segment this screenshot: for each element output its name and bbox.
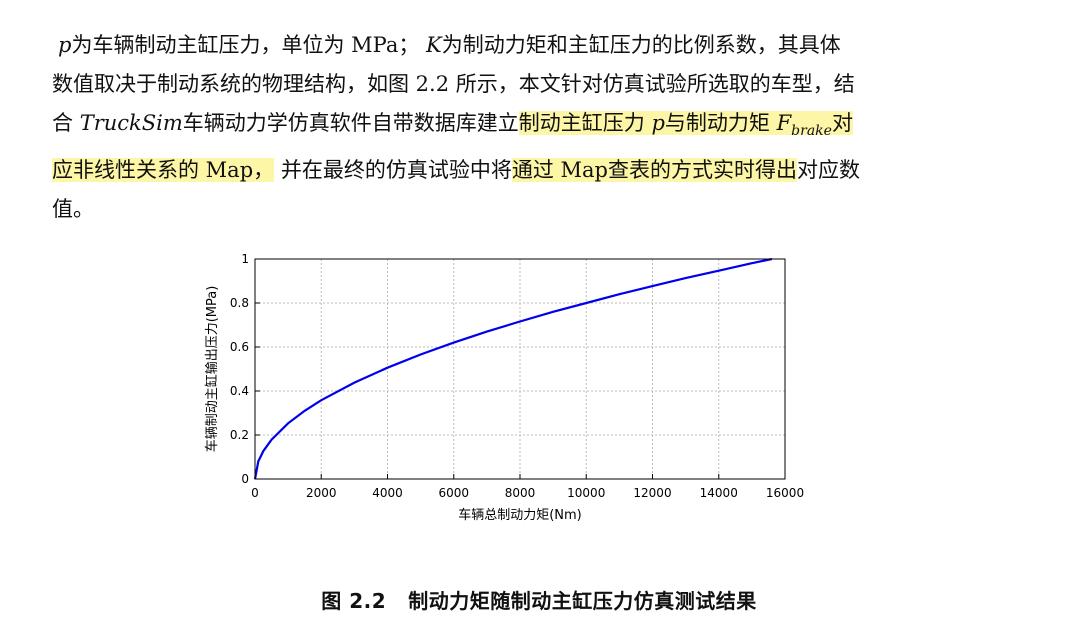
paragraph-line-2: 数值取决于制动系统的物理结构，如图 2.2 所示，本文针对仿真试验所选取的车型，… (52, 72, 855, 96)
highlight-text: 通过 Map查表的方式实时得出 (511, 158, 797, 183)
x-tick-label: 0 (251, 486, 259, 500)
series-line (253, 257, 773, 480)
figure-chart: 0 2000 4000 6000 8000 10000 12000 14000 16000 0 0.… (190, 244, 830, 544)
figure-number: 图 2.2 (321, 589, 387, 613)
plot-frame (254, 258, 786, 480)
paragraph-line-4: 应非线性关系的 Map， 并在最终的仿真试验中将通过 Map查表的方式实时得出对… (52, 151, 982, 190)
x-axis-label: 车辆总制动力矩(Nm) (458, 507, 582, 523)
grid-lines (255, 259, 785, 479)
figure-caption: 图 2.2 制动力矩随制动主缸压力仿真测试结果 (0, 585, 1078, 614)
line-chart: 0 2000 4000 6000 8000 10000 12000 14000 16000 0 0.… (204, 252, 804, 523)
x-tick-label: 2000 (306, 486, 337, 500)
y-tick-label: 0 (241, 472, 249, 486)
body-paragraph: p为车辆制动主缸压力，单位为 MPa； K为制动力矩和主缸压力的比例系数，其具体… (52, 26, 982, 229)
x-tick-label: 12000 (633, 486, 671, 500)
text-segment: 车辆动力学仿真软件自带数据库建立 (182, 111, 519, 135)
symbol-trucksim: TruckSim (79, 111, 183, 135)
symbol-p: p (58, 33, 72, 57)
text-segment: 对应数 (796, 158, 860, 183)
y-tick-label: 0.8 (230, 296, 249, 310)
text-segment: 为车辆制动主缸压力，单位为 MPa； (71, 33, 420, 57)
text-segment: 合 (52, 111, 80, 135)
x-tick-label: 4000 (372, 486, 403, 500)
text-segment: 并在最终的仿真试验中将 (274, 158, 512, 183)
y-tick-label: 0.6 (230, 340, 249, 354)
highlight-text: 制动主缸压力 (518, 111, 652, 135)
x-tick-label: 10000 (567, 486, 605, 500)
paragraph-line-1: p为车辆制动主缸压力，单位为 MPa； K为制动力矩和主缸压力的比例系数，其具体 (52, 26, 982, 65)
symbol-k: K (426, 33, 442, 57)
highlight-text: 对 (831, 111, 853, 135)
y-axis-label: 车辆制动主缸输出压力(MPa) (204, 286, 220, 453)
paragraph-line-5: 值。 (52, 197, 94, 222)
y-tick-label: 1 (241, 252, 249, 266)
caption-text: 制动力矩随制动主缸压力仿真测试结果 (408, 589, 757, 613)
paragraph-line-3: 合 TruckSim车辆动力学仿真软件自带数据库建立制动主缸压力 p与制动力矩 … (52, 104, 982, 151)
x-tick-label: 14000 (700, 486, 738, 500)
y-tick-label: 0.4 (230, 384, 249, 398)
highlight-text: 与制动力矩 (664, 111, 777, 135)
subscript-brake: brake (791, 123, 832, 140)
axis-ticks: 0 2000 4000 6000 8000 10000 12000 14000 16000 0 0.… (230, 252, 804, 500)
text-segment: 为制动力矩和主缸压力的比例系数，其具体 (441, 33, 841, 57)
x-tick-label: 6000 (438, 486, 469, 500)
x-tick-label: 16000 (766, 486, 804, 500)
symbol-p: p (651, 111, 665, 135)
x-tick-label: 8000 (505, 486, 536, 500)
symbol-f: F (776, 111, 792, 135)
highlight-segment: 制动主缸压力 p与制动力矩 Fbrake (518, 111, 832, 139)
highlight-text: 应非线性关系的 Map， (52, 158, 275, 183)
y-tick-label: 0.2 (230, 428, 249, 442)
